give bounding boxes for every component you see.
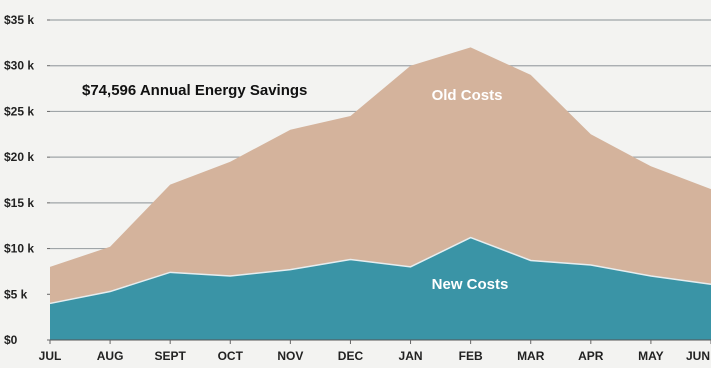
area-new-costs (50, 237, 711, 340)
x-tick-label-jan: JAN (399, 349, 423, 363)
y-tick-label-6: $30 k (4, 59, 34, 73)
y-tick-label-2: $10 k (4, 242, 34, 256)
y-tick-label-4: $20 k (4, 150, 34, 164)
new-costs-edge (49, 236, 711, 305)
x-tick-label-oct: OCT (218, 349, 244, 363)
x-tick-label-apr: APR (578, 349, 604, 363)
y-tick-label-0: $0 (4, 333, 18, 347)
series-areas (49, 47, 711, 341)
chart-title: $74,596 Annual Energy Savings (82, 82, 307, 99)
y-tick-label-5: $25 k (4, 104, 34, 118)
x-tick-label-feb: FEB (459, 349, 483, 363)
x-tick-label-dec: DEC (338, 349, 364, 363)
new-costs-label: New Costs (432, 276, 509, 293)
x-tick-label-mar: MAR (517, 349, 545, 363)
x-tick-label-may: MAY (638, 349, 664, 363)
x-tick-label-aug: AUG (97, 349, 124, 363)
x-tick-label-jul: JUL (39, 349, 62, 363)
x-tick-label-nov: NOV (277, 349, 303, 363)
annotations: $74,596 Annual Energy Savings Old Costs … (82, 82, 508, 293)
old-costs-label: Old Costs (432, 87, 503, 104)
x-tick-label-sept: SEPT (155, 349, 187, 363)
y-tick-label-3: $15 k (4, 196, 34, 210)
y-tick-label-1: $5 k (4, 287, 28, 301)
axes: $0 $5 k $10 k $15 k $20 k $25 k $30 k $35 k JUL A… (4, 13, 711, 363)
x-tick-label-jun: JUN (686, 349, 710, 363)
y-tick-label-7: $35 k (4, 13, 34, 27)
